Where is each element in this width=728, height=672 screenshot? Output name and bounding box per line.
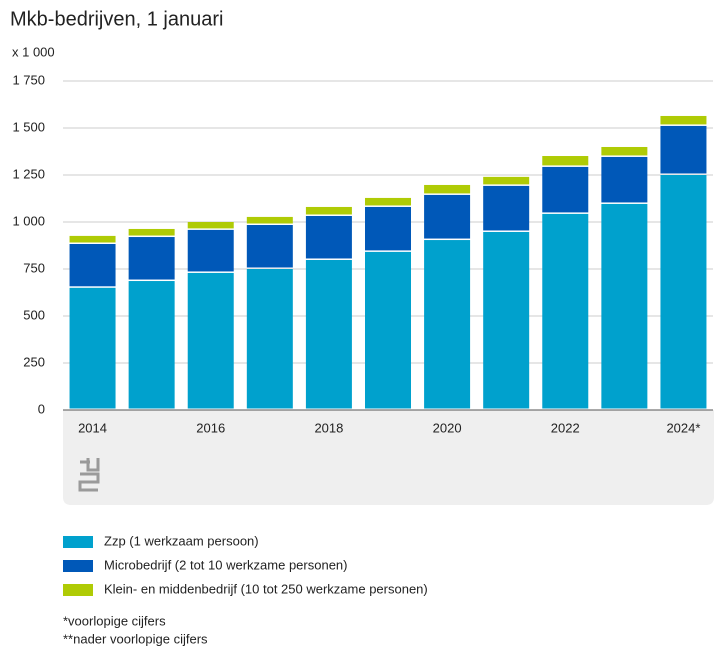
legend-swatch bbox=[63, 584, 93, 596]
logo bbox=[78, 458, 100, 492]
bar-segment bbox=[601, 203, 648, 409]
legend-swatch bbox=[63, 560, 93, 572]
legend-swatch bbox=[63, 536, 93, 548]
bar-segment bbox=[128, 228, 175, 236]
bar-segment bbox=[424, 240, 471, 409]
bar-segment bbox=[187, 222, 234, 229]
bar-segment bbox=[542, 166, 589, 213]
bar-segment bbox=[305, 206, 352, 215]
bar-segment bbox=[187, 272, 234, 409]
bar-segment bbox=[305, 215, 352, 259]
bar-segment bbox=[424, 184, 471, 194]
footnote: *voorlopige cijfers bbox=[63, 613, 166, 628]
bar-segment bbox=[246, 225, 293, 268]
footnote: **nader voorlopige cijfers bbox=[63, 631, 208, 646]
bar-segment bbox=[246, 269, 293, 409]
bar-segment bbox=[69, 235, 116, 243]
bar-segment bbox=[424, 194, 471, 239]
bar-segment bbox=[483, 185, 530, 231]
bar-segment bbox=[542, 156, 589, 166]
bar-segment bbox=[601, 146, 648, 156]
bar-segment bbox=[542, 213, 589, 409]
legend-label: Klein- en middenbedrijf (10 tot 250 werk… bbox=[104, 581, 428, 596]
legend-label: Microbedrijf (2 tot 10 werkzame personen… bbox=[104, 557, 348, 572]
x-tick-label: 2020 bbox=[433, 420, 462, 435]
bar-segment bbox=[69, 287, 116, 409]
bar-segment bbox=[601, 156, 648, 203]
x-tick-label: 2018 bbox=[314, 420, 343, 435]
y-tick-label: 1 000 bbox=[12, 213, 45, 228]
bar-segment bbox=[305, 259, 352, 409]
bar-segment bbox=[365, 206, 411, 251]
bar-segment bbox=[483, 176, 530, 185]
y-tick-label: 750 bbox=[23, 260, 45, 275]
y-tick-label: 1 250 bbox=[12, 166, 45, 181]
bar-segment bbox=[246, 216, 293, 224]
x-tick-label: 2016 bbox=[196, 420, 225, 435]
chart-title: Mkb-bedrijven, 1 januari bbox=[10, 8, 223, 30]
y-axis-unit: x 1 000 bbox=[12, 44, 55, 59]
legend-label: Zzp (1 werkzaam persoon) bbox=[104, 533, 259, 548]
x-tick-label: 2014 bbox=[78, 420, 107, 435]
bar-segment bbox=[187, 229, 234, 272]
y-tick-label: 500 bbox=[23, 307, 45, 322]
bar-segment bbox=[128, 281, 175, 409]
bar-segment bbox=[483, 231, 530, 409]
y-tick-label: 1 500 bbox=[12, 119, 45, 134]
x-tick-label: 2024* bbox=[666, 420, 700, 435]
bar-segment bbox=[69, 243, 116, 287]
bar-segment bbox=[128, 237, 175, 280]
y-tick-label: 0 bbox=[38, 401, 45, 416]
y-tick-label: 1 750 bbox=[12, 72, 45, 87]
bar-segment bbox=[660, 175, 707, 409]
x-tick-label: 2022 bbox=[551, 420, 580, 435]
bar-segment bbox=[365, 251, 411, 409]
bar-segment bbox=[365, 197, 411, 206]
bar-segment bbox=[660, 125, 707, 174]
y-tick-label: 250 bbox=[23, 354, 45, 369]
bar-segment bbox=[660, 115, 707, 125]
x-axis-panel bbox=[63, 410, 714, 505]
